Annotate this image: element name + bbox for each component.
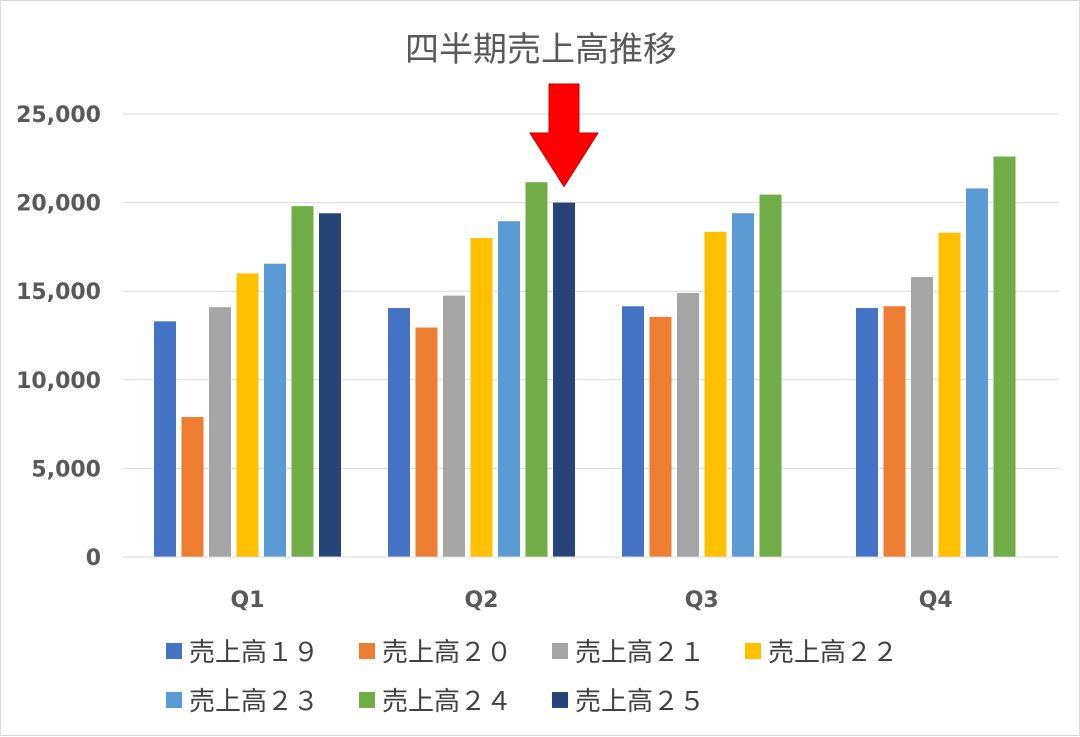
y-tick-label: 20,000 [16, 192, 101, 217]
legend-label: 売上高１９ [189, 638, 319, 668]
bar [388, 308, 410, 557]
legend-swatch [552, 692, 568, 708]
legend-label: 売上高２４ [382, 687, 512, 717]
bar [704, 231, 727, 557]
legend-label: 売上高２５ [575, 687, 705, 717]
y-tick-label: 5,000 [31, 457, 101, 482]
y-tick-label: 15,000 [16, 280, 101, 305]
bar [622, 306, 644, 557]
bar [236, 273, 259, 557]
bar [415, 327, 438, 557]
x-tick-label: Q4 [919, 588, 953, 613]
x-tick-label: Q1 [230, 588, 264, 613]
y-tick-label: 25,000 [16, 103, 101, 128]
chart-title: 四半期売上高推移 [405, 30, 677, 70]
bar [856, 308, 878, 557]
legend-swatch [359, 692, 375, 708]
legend-label: 売上高２０ [382, 638, 512, 668]
bar [883, 306, 906, 557]
x-axis: Q1 Q2 Q3 Q4 [123, 556, 1059, 613]
bar [649, 316, 672, 557]
legend-swatch [166, 692, 182, 708]
bar [911, 277, 933, 557]
x-tick-label: Q3 [685, 588, 719, 613]
legend: 売上高１９ 売上高２０ 売上高２１ 売上高２２ 売上高２３ 売上高２４ 売上高２５ [166, 638, 898, 717]
y-axis: 0 5,000 10,000 15,000 20,000 25,000 [16, 103, 101, 571]
bar [993, 156, 1016, 557]
bar [525, 182, 548, 558]
bar [938, 232, 961, 557]
red-arrow-icon [529, 83, 599, 188]
legend-label: 売上高２２ [768, 638, 898, 668]
bar [677, 292, 699, 557]
bar [553, 202, 575, 557]
bar [154, 321, 176, 557]
bar [181, 417, 204, 557]
legend-swatch [166, 643, 182, 659]
legend-swatch [359, 643, 375, 659]
y-tick-label: 10,000 [16, 369, 101, 394]
bar [498, 221, 520, 557]
bars [154, 156, 1016, 558]
x-tick-label: Q2 [464, 588, 498, 613]
bar [470, 238, 493, 558]
bar [759, 194, 782, 557]
bar [209, 307, 231, 557]
legend-swatch [552, 643, 568, 659]
bar [966, 188, 988, 557]
y-tick-label: 0 [86, 546, 101, 571]
bar [443, 295, 465, 557]
bar [291, 206, 314, 558]
annotation [529, 83, 599, 188]
legend-swatch [745, 643, 761, 659]
bar [319, 213, 341, 557]
bar [264, 263, 286, 557]
bar [732, 213, 754, 557]
legend-label: 売上高２１ [575, 638, 705, 668]
legend-label: 売上高２３ [189, 687, 319, 717]
